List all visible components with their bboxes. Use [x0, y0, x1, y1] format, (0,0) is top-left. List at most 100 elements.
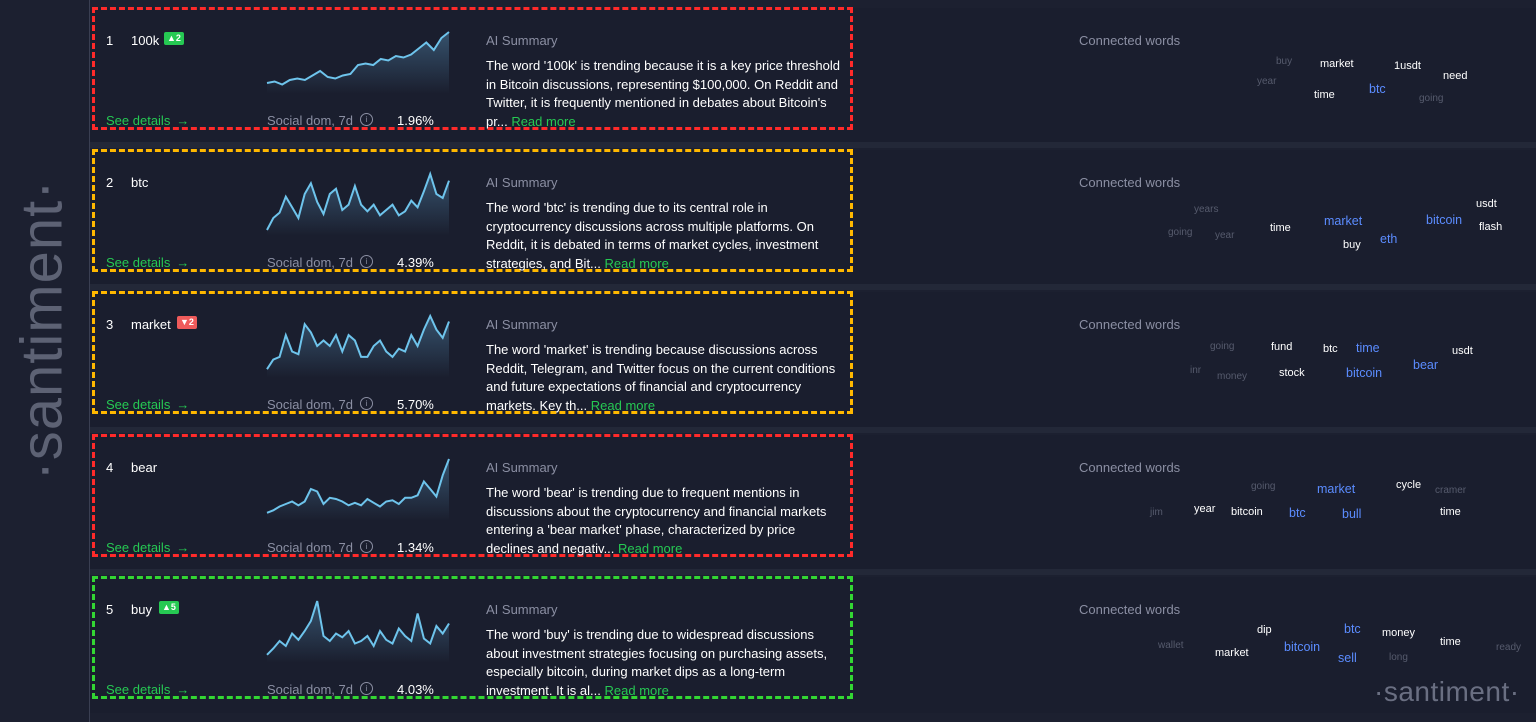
connected-word[interactable]: fund — [1271, 341, 1293, 353]
read-more-link[interactable]: Read more — [604, 682, 669, 698]
summary-body: The word 'bear' is trending due to frequ… — [486, 485, 827, 556]
social-dom-value: 1.96% — [397, 113, 434, 128]
trend-row-market: 3 market ▼2 See details → Social dom, 7d i 5.70… — [90, 291, 1536, 428]
trending-word[interactable]: bear — [131, 460, 158, 475]
summary-body: The word 'market' is trending because di… — [486, 342, 836, 413]
connected-word[interactable]: btc — [1344, 622, 1361, 636]
rank-number: 3 — [106, 317, 114, 332]
connected-word[interactable]: ready — [1496, 642, 1522, 653]
trending-word[interactable]: 100k — [131, 33, 160, 48]
connected-word[interactable]: stock — [1279, 367, 1305, 379]
connected-word[interactable]: bitcoin — [1231, 506, 1263, 518]
connected-words-label: Connected words — [1079, 317, 1181, 332]
connected-word[interactable]: year — [1194, 503, 1216, 515]
read-more-link[interactable]: Read more — [618, 540, 683, 556]
connected-word[interactable]: year — [1215, 230, 1235, 241]
info-icon[interactable]: i — [360, 682, 373, 695]
info-icon[interactable]: i — [360, 113, 373, 126]
connected-word[interactable]: usdt — [1476, 198, 1497, 210]
connected-word[interactable]: btc — [1323, 343, 1338, 355]
see-details-link[interactable]: See details → — [106, 397, 189, 412]
sparkline-line — [266, 31, 450, 86]
connected-word[interactable]: going — [1210, 341, 1235, 352]
social-dom-label: Social dom, 7d — [267, 113, 353, 128]
connected-words-label: Connected words — [1079, 460, 1181, 475]
ai-summary-label: AI Summary — [486, 33, 558, 48]
sparkline-line — [266, 458, 450, 514]
row-separator — [90, 284, 1536, 290]
see-details-link[interactable]: See details → — [106, 682, 189, 697]
sparkline-area — [267, 316, 449, 378]
sparkline-line — [266, 170, 450, 231]
connected-word[interactable]: bear — [1413, 358, 1439, 372]
connected-word[interactable]: time — [1314, 89, 1335, 101]
connected-word[interactable]: jim — [1150, 507, 1163, 518]
row-separator — [90, 142, 1536, 148]
connected-words-label: Connected words — [1079, 602, 1181, 617]
connected-word[interactable]: going — [1419, 93, 1444, 104]
connected-word[interactable]: usdt — [1452, 345, 1473, 357]
connected-word[interactable]: year — [1257, 76, 1277, 87]
connected-word[interactable]: eth — [1380, 232, 1398, 246]
summary-body: The word '100k' is trending because it i… — [486, 58, 840, 129]
connected-word[interactable]: time — [1440, 636, 1461, 648]
connected-word[interactable]: market — [1317, 482, 1356, 496]
connected-word[interactable]: buy — [1343, 239, 1361, 251]
connected-word[interactable]: years — [1194, 204, 1219, 215]
connected-word[interactable]: going — [1168, 227, 1193, 238]
see-details-label: See details — [106, 682, 171, 697]
arrow-right-icon: → — [176, 540, 190, 555]
connected-word[interactable]: dip — [1257, 624, 1272, 636]
social-dom-value: 1.34% — [397, 540, 434, 555]
social-dom-value: 5.70% — [397, 397, 434, 412]
connected-word[interactable]: long — [1389, 652, 1408, 663]
connected-word[interactable]: buy — [1276, 56, 1293, 67]
see-details-link[interactable]: See details → — [106, 540, 189, 555]
connected-word[interactable]: money — [1382, 627, 1416, 639]
info-icon[interactable]: i — [360, 540, 373, 553]
social-dom-value: 4.03% — [397, 682, 434, 697]
connected-word[interactable]: money — [1217, 371, 1248, 382]
ai-summary-label: AI Summary — [486, 175, 558, 190]
see-details-link[interactable]: See details → — [106, 113, 189, 128]
trending-word[interactable]: btc — [131, 175, 149, 190]
sparkline-line — [266, 313, 450, 370]
read-more-link[interactable]: Read more — [590, 397, 656, 413]
arrow-right-icon: → — [176, 397, 190, 412]
connected-word[interactable]: cycle — [1396, 479, 1422, 491]
connected-word[interactable]: wallet — [1158, 640, 1184, 651]
trending-word[interactable]: buy — [131, 602, 152, 617]
connected-word[interactable]: bull — [1342, 507, 1362, 521]
connected-word[interactable]: cramer — [1435, 485, 1467, 496]
connected-word[interactable]: bitcoin — [1426, 213, 1463, 227]
connected-word[interactable]: btc — [1369, 82, 1386, 96]
connected-word[interactable]: going — [1251, 481, 1276, 492]
trending-word[interactable]: market — [131, 317, 171, 332]
connected-word[interactable]: market — [1324, 214, 1363, 228]
connected-word[interactable]: time — [1356, 341, 1380, 355]
rank-number: 5 — [106, 602, 114, 617]
rank-number: 2 — [106, 175, 114, 190]
read-more-link[interactable]: Read more — [604, 255, 669, 271]
see-details-label: See details — [106, 255, 171, 270]
connected-word[interactable]: btc — [1289, 506, 1306, 520]
connected-word[interactable]: need — [1443, 70, 1468, 82]
ai-summary-text: The word 'market' is trending because di… — [486, 341, 842, 415]
connected-word[interactable]: flash — [1479, 221, 1503, 233]
connected-word[interactable]: market — [1320, 58, 1354, 70]
connected-word[interactable]: 1usdt — [1394, 60, 1421, 72]
santiment-watermark: ·santiment· — [1374, 676, 1520, 707]
sparkline-area — [267, 32, 449, 94]
read-more-link[interactable]: Read more — [511, 113, 576, 129]
arrow-right-icon: → — [176, 113, 190, 128]
connected-word[interactable]: bitcoin — [1346, 366, 1383, 380]
connected-word[interactable]: time — [1270, 222, 1291, 234]
info-icon[interactable]: i — [360, 255, 373, 268]
connected-word[interactable]: time — [1440, 506, 1461, 518]
connected-word[interactable]: inr — [1190, 365, 1202, 376]
connected-word[interactable]: sell — [1338, 651, 1357, 665]
connected-word[interactable]: bitcoin — [1284, 640, 1321, 654]
info-icon[interactable]: i — [360, 397, 373, 410]
connected-word[interactable]: market — [1215, 647, 1249, 659]
see-details-link[interactable]: See details → — [106, 255, 189, 270]
